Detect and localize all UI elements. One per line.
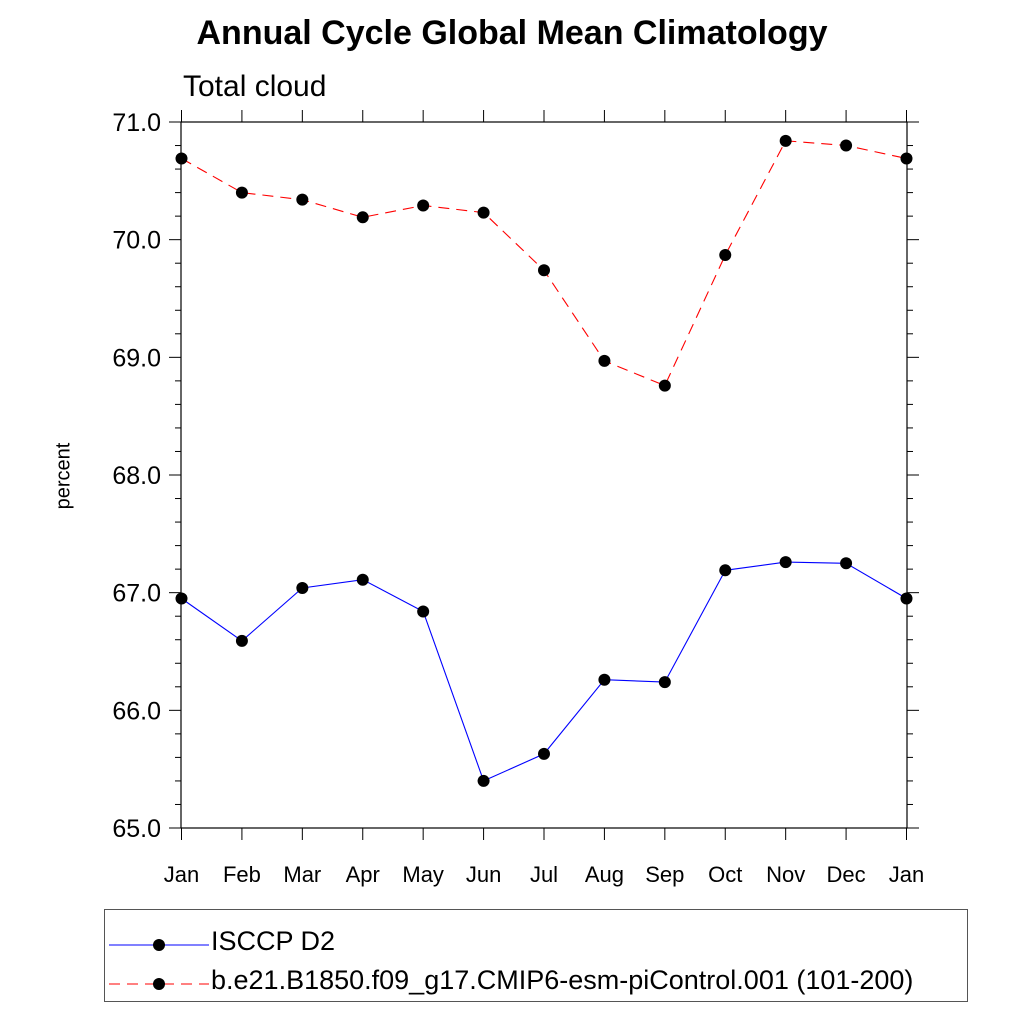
data-point-series-2 [658, 379, 671, 392]
data-point-series-2 [417, 199, 430, 212]
y-tick-label: 68.0 [112, 462, 161, 490]
data-point-series-1 [598, 673, 611, 686]
y-tick-label: 71.0 [112, 109, 161, 137]
chart-subtitle: Total cloud [183, 70, 327, 103]
data-point-series-2 [356, 211, 369, 224]
legend-marker-series-2 [109, 978, 209, 990]
data-point-series-1 [900, 592, 913, 605]
data-point-series-2 [840, 139, 853, 152]
y-tick-label: 66.0 [112, 697, 161, 725]
x-tick-label: Oct [708, 862, 742, 887]
data-point-series-1 [235, 634, 248, 647]
data-point-series-1 [175, 592, 188, 605]
x-tick-label: Jun [466, 862, 501, 887]
series-line-2 [181, 140, 907, 387]
data-point-series-1 [417, 605, 430, 618]
y-tick-label: 67.0 [112, 580, 161, 608]
data-point-series-2 [235, 186, 248, 199]
x-tick-label: Jan [164, 862, 199, 887]
chart-plot-area: 65.0 66.0 67.0 68.0 69.0 70.0 71.0 Jan Feb Mar Apr… [112, 109, 924, 887]
x-tick-label: Jul [530, 862, 558, 887]
data-point-series-2 [175, 152, 188, 165]
y-tick-label: 69.0 [112, 344, 161, 372]
data-point-series-1 [658, 676, 671, 689]
x-tick-label: May [402, 862, 444, 887]
y-tick-label: 70.0 [112, 227, 161, 255]
data-point-series-2 [296, 193, 309, 206]
legend-entry-series-2: b.e21.B1850.f09_g17.CMIP6-esm-piControl.… [105, 961, 965, 1001]
data-point-series-1 [719, 564, 732, 577]
data-point-series-2 [719, 248, 732, 261]
plot-frame [180, 121, 908, 829]
legend-label-series-2: b.e21.B1850.f09_g17.CMIP6-esm-piControl.… [211, 965, 914, 995]
data-point-series-2 [598, 354, 611, 367]
x-tick-label: Aug [585, 862, 624, 887]
chart-legend: ISCCP D2 b.e21.B1850.f09_g17.CMIP6-esm-p… [104, 909, 968, 1002]
x-tick-label: Sep [645, 862, 684, 887]
y-tick-label: 65.0 [112, 815, 161, 843]
x-tick-label: Mar [283, 862, 321, 887]
data-point-series-1 [296, 581, 309, 594]
legend-entry-series-1: ISCCP D2 [105, 922, 965, 962]
legend-label-series-1: ISCCP D2 [211, 926, 336, 956]
data-point-series-2 [538, 264, 550, 277]
data-point-series-1 [477, 774, 490, 787]
x-tick-label: Nov [766, 862, 805, 887]
x-tick-label: Feb [223, 862, 261, 887]
x-tick-label: Apr [346, 862, 380, 887]
x-tick-label: Dec [827, 862, 866, 887]
data-point-series-1 [840, 557, 853, 570]
data-point-series-2 [477, 206, 490, 219]
data-point-series-1 [356, 573, 369, 586]
chart-title: Annual Cycle Global Mean Climatology [196, 14, 828, 52]
legend-marker-series-1 [109, 939, 209, 951]
data-point-series-2 [779, 134, 792, 147]
data-point-series-2 [900, 152, 913, 165]
data-point-series-1 [779, 556, 792, 569]
x-tick-label: Jan [889, 862, 924, 887]
data-point-series-1 [538, 747, 550, 760]
